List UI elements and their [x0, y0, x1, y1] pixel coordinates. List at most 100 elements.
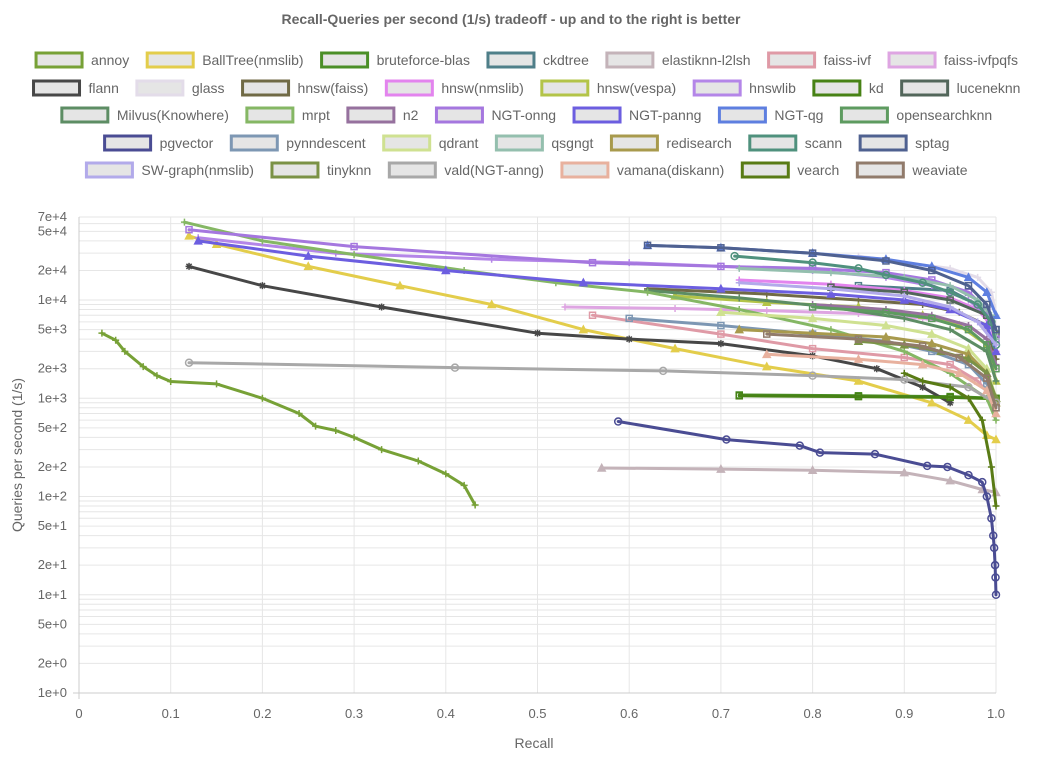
y-tick-label: 2e+4	[38, 262, 67, 277]
legend-item-hnsw-vespa[interactable]: hnsw(vespa)	[540, 79, 676, 97]
data-point	[561, 303, 569, 311]
legend-item-faiss-ivfpqfs[interactable]: faiss-ivfpqfs	[887, 51, 1018, 69]
legend-item-kd[interactable]: kd	[812, 79, 884, 97]
data-point	[899, 467, 910, 477]
legend-item-sw-graph-nmslib[interactable]: SW-graph(nmslib)	[84, 161, 254, 179]
legend-item-annoy[interactable]: annoy	[34, 51, 129, 69]
data-point	[900, 369, 908, 377]
legend-item-weaviate[interactable]: weaviate	[855, 161, 968, 179]
legend-swatch	[855, 161, 905, 179]
data-point	[992, 364, 1000, 373]
legend-item-vearch[interactable]: vearch	[740, 161, 839, 179]
legend-item-hnswlib[interactable]: hnswlib	[692, 79, 796, 97]
series-line	[591, 313, 998, 405]
legend-item-ngt-onng[interactable]: NGT-onng	[434, 106, 556, 124]
legend-swatch	[740, 161, 790, 179]
data-point	[450, 363, 460, 372]
data-point	[258, 282, 266, 290]
data-point	[735, 294, 743, 302]
series-line	[100, 331, 477, 507]
data-point	[882, 308, 890, 317]
series-line	[737, 281, 998, 347]
series-elastiknn-l2lsh	[596, 462, 1001, 497]
y-tick-label: 5e+0	[38, 616, 67, 631]
series-line	[811, 305, 998, 371]
legend-item-bruteforce-blas[interactable]: bruteforce-blas	[320, 51, 470, 69]
series-line	[600, 466, 998, 494]
data-point	[717, 340, 725, 348]
legend-label: qdrant	[439, 135, 479, 151]
data-point	[989, 543, 999, 553]
legend-item-elastiknn-l2lsh[interactable]: elastiknn-l2lsh	[605, 51, 751, 69]
legend-item-vamana-diskann[interactable]: vamana(diskann)	[560, 161, 724, 179]
data-point	[982, 492, 992, 501]
data-point	[761, 349, 772, 359]
legend-label: BallTree(nmslib)	[202, 52, 303, 68]
legend-label: opensearchknn	[896, 107, 992, 123]
legend-item-glass[interactable]: glass	[135, 79, 225, 97]
legend-label: kd	[869, 80, 884, 96]
legend-item-hnsw-nmslib[interactable]: hnsw(nmslib)	[384, 79, 524, 97]
data-point	[588, 258, 597, 267]
legend-swatch	[717, 106, 767, 124]
y-axis-title: Queries per second (1/s)	[9, 378, 25, 532]
legend-item-qsgngt[interactable]: qsgngt	[494, 134, 594, 152]
data-point	[625, 314, 633, 323]
data-point	[808, 249, 817, 257]
data-point	[927, 397, 937, 407]
legend-swatch	[34, 51, 84, 69]
legend-swatch	[540, 79, 590, 97]
legend-item-mrpt[interactable]: mrpt	[245, 106, 330, 124]
legend-item-hnsw-faiss[interactable]: hnsw(faiss)	[241, 79, 369, 97]
data-point	[763, 307, 771, 315]
legend-label: flann	[89, 80, 119, 96]
data-point	[761, 361, 772, 371]
legend-item-qdrant[interactable]: qdrant	[382, 134, 479, 152]
legend-item-scann[interactable]: scann	[748, 134, 842, 152]
data-point	[946, 296, 954, 304]
legend-swatch	[839, 106, 889, 124]
legend-item-redisearch[interactable]: redisearch	[609, 134, 732, 152]
legend: annoy BallTree(nmslib) bruteforce-blas ckdt…	[32, 51, 1021, 179]
legend-swatch	[858, 134, 908, 152]
data-point	[303, 261, 314, 271]
data-point	[853, 375, 864, 385]
data-point	[992, 416, 1000, 424]
legend-item-n2[interactable]: n2	[346, 106, 419, 124]
legend-swatch	[900, 79, 950, 97]
legend-item-vald-ngt-anng[interactable]: vald(NGT-anng)	[387, 161, 544, 179]
legend-label: vald(NGT-anng)	[444, 162, 544, 178]
x-tick-label: 0.7	[712, 706, 730, 721]
legend-item-ngt-panng[interactable]: NGT-panng	[572, 106, 701, 124]
data-point	[578, 277, 589, 287]
y-tick-label: 2e+0	[38, 655, 67, 670]
legend-item-opensearchknn[interactable]: opensearchknn	[839, 106, 992, 124]
legend-item-milvus-knowhere[interactable]: Milvus(Knowhere)	[60, 106, 229, 124]
legend-item-faiss-ivf[interactable]: faiss-ivf	[767, 51, 872, 69]
legend-label: pgvector	[160, 135, 214, 151]
legend-item-pynndescent[interactable]: pynndescent	[229, 134, 366, 152]
legend-item-ckdtree[interactable]: ckdtree	[486, 51, 589, 69]
legend-label: weaviate	[911, 162, 967, 178]
legend-item-pgvector[interactable]: pgvector	[103, 134, 214, 152]
data-point	[722, 435, 731, 444]
data-point	[982, 385, 992, 395]
data-point	[963, 414, 974, 424]
data-point	[881, 331, 891, 341]
series-line	[616, 420, 998, 597]
data-point	[808, 258, 817, 267]
legend-item-ngt-qg[interactable]: NGT-qg	[717, 106, 823, 124]
legend-swatch	[84, 161, 134, 179]
legend-item-tinyknn[interactable]: tinyknn	[270, 161, 371, 179]
y-tick-label: 2e+1	[38, 557, 67, 572]
data-point	[730, 251, 739, 261]
legend-item-balltree-nmslib[interactable]: BallTree(nmslib)	[145, 51, 304, 69]
data-point	[899, 294, 910, 304]
data-point	[946, 303, 954, 311]
data-point	[946, 360, 954, 369]
legend-item-sptag[interactable]: sptag	[858, 134, 949, 152]
data-point	[139, 363, 147, 371]
data-point	[973, 300, 982, 309]
legend-item-flann[interactable]: flann	[32, 79, 119, 97]
legend-item-luceneknn[interactable]: luceneknn	[900, 79, 1021, 97]
